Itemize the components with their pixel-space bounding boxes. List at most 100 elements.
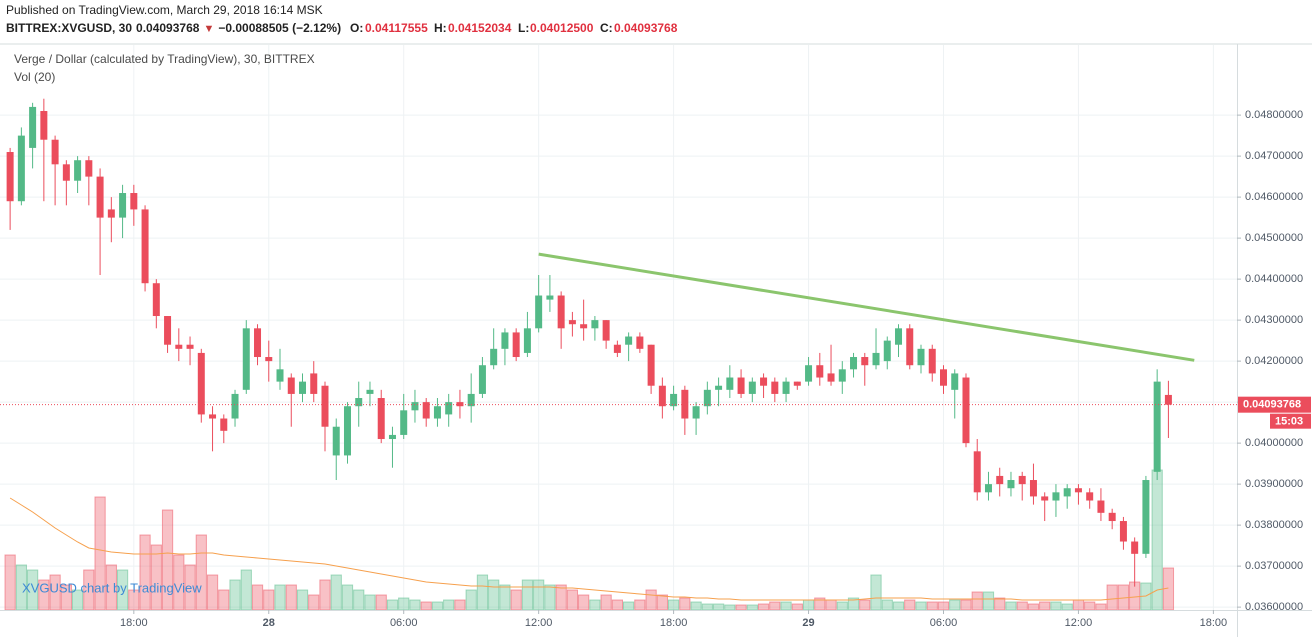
volume-bar <box>263 589 275 611</box>
volume-bar <box>589 599 601 611</box>
candle-body <box>388 434 396 440</box>
candle-body <box>119 193 127 218</box>
candle-body <box>1108 512 1116 522</box>
candle-body <box>939 369 947 386</box>
candle-body <box>647 344 655 386</box>
candle-body <box>973 451 981 493</box>
candle-body <box>130 193 138 210</box>
volume-bar <box>1061 603 1073 611</box>
candle-body <box>265 357 273 362</box>
volume-bar <box>690 601 702 611</box>
candle-body <box>872 352 880 366</box>
candle-body <box>107 209 115 218</box>
candle-body <box>85 160 93 177</box>
volume-bar <box>4 554 16 611</box>
candle-body <box>715 385 723 390</box>
candle-body <box>917 348 925 366</box>
trend-line <box>538 252 1195 362</box>
candle-body <box>568 320 576 325</box>
volume-bar <box>791 603 803 611</box>
candle-body <box>152 283 160 317</box>
overlay-layer <box>0 252 1237 406</box>
candle-body <box>411 402 419 411</box>
candle-layer <box>6 98 1172 587</box>
countdown-box <box>1270 413 1311 429</box>
candle-body <box>231 393 239 419</box>
x-tick-label: 12:00 <box>1065 617 1093 629</box>
volume-bar <box>454 599 466 611</box>
grid <box>0 45 1237 610</box>
x-tick-label: 18:00 <box>1200 617 1228 629</box>
volume-bar <box>308 594 320 611</box>
y-tick-label: 0.04700000 <box>1245 150 1303 162</box>
candle-body <box>422 402 430 419</box>
change-arrow: ▼ <box>203 23 214 35</box>
volume-bar <box>634 599 646 611</box>
volume-bar <box>746 604 758 611</box>
volume-bar <box>139 534 151 611</box>
volume-bar <box>971 591 983 611</box>
volume-bar <box>443 599 455 611</box>
volume-bar <box>330 574 342 611</box>
x-tick-label: 29 <box>802 617 814 629</box>
volume-bar <box>465 589 477 611</box>
volume-bar <box>195 534 207 611</box>
volume-bar <box>645 589 657 611</box>
volume-bar <box>1095 603 1107 611</box>
high-label: H: <box>434 21 447 35</box>
volume-bar <box>533 579 545 611</box>
candle-body <box>906 328 914 366</box>
candle-body <box>377 398 385 440</box>
volume-bar <box>701 603 713 611</box>
candle-body <box>62 164 70 181</box>
watermark[interactable]: XVGUSD chart by TradingView <box>22 580 202 595</box>
volume-bar <box>960 599 972 611</box>
candle-body <box>805 365 813 382</box>
volume-bar <box>656 594 668 611</box>
candle-body <box>141 209 149 284</box>
x-tick-label: 18:00 <box>660 617 688 629</box>
y-tick-label: 0.04600000 <box>1245 191 1303 203</box>
candle-body <box>276 369 284 382</box>
volume-bar <box>386 599 399 611</box>
candle-body <box>636 336 644 349</box>
volume-bar <box>994 597 1006 611</box>
last-price: 0.04093768 <box>136 21 200 35</box>
candle-body <box>591 320 599 329</box>
candle-body <box>175 344 183 349</box>
close-value: 0.04093768 <box>614 21 678 35</box>
y-tick-label: 0.03900000 <box>1245 478 1303 490</box>
y-tick-label: 0.04200000 <box>1245 355 1303 367</box>
volume-bar <box>296 589 309 611</box>
candle-body <box>703 389 711 407</box>
volume-bar <box>566 589 579 611</box>
y-tick-label: 0.03700000 <box>1245 560 1303 572</box>
candle-body <box>737 377 745 394</box>
last-price-box <box>1238 396 1311 413</box>
candle-body <box>523 328 531 353</box>
candle-body <box>478 365 486 394</box>
candle-body <box>490 348 498 366</box>
candle-body <box>670 393 678 407</box>
volume-bar <box>622 601 635 611</box>
candle-body <box>1074 488 1082 493</box>
candle-body <box>850 357 858 370</box>
volume-bar <box>679 597 691 611</box>
candle-body <box>1153 381 1161 472</box>
volume-bar <box>420 601 432 611</box>
y-tick-label: 0.04000000 <box>1245 437 1303 449</box>
volume-bar <box>802 599 815 611</box>
volume-bar <box>712 603 725 611</box>
volume-bar <box>353 589 365 611</box>
candle-body <box>74 160 82 181</box>
low-label: L: <box>518 21 529 35</box>
volume-bar <box>544 584 556 611</box>
symbol-line: BITTREX:XVGUSD, 30 0.04093768 ▼ −0.00088… <box>6 21 678 35</box>
candle-body <box>681 389 689 419</box>
volume-bar <box>240 569 252 611</box>
volume-bar <box>611 599 623 611</box>
high-value: 0.04152034 <box>448 21 512 35</box>
last-price-label: 0.04093768 <box>1243 399 1301 411</box>
candle-body <box>1007 480 1015 489</box>
candle-body <box>984 484 992 493</box>
